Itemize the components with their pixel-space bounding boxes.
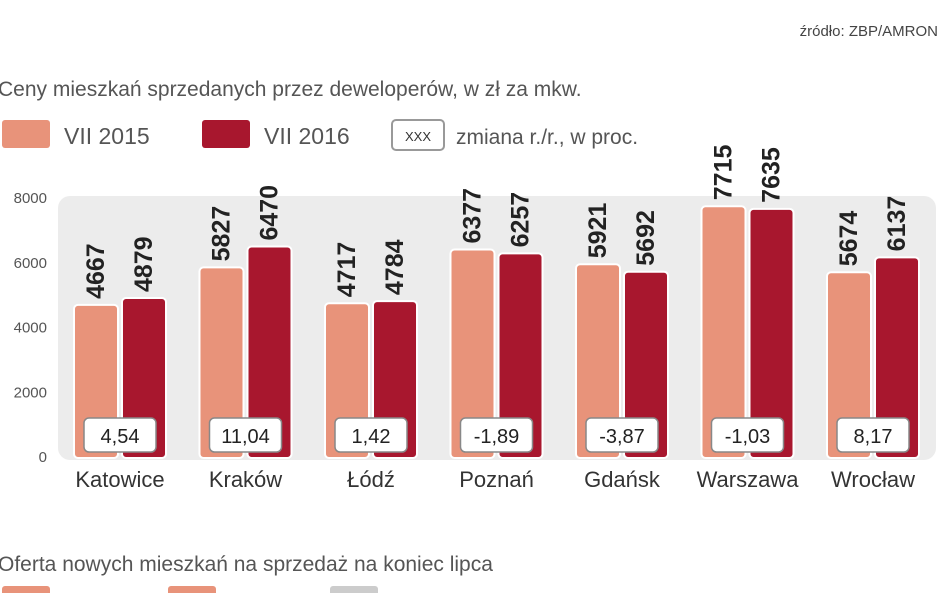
change-value: -3,87 — [599, 426, 645, 448]
bar-2015 — [198, 266, 245, 459]
change-box — [459, 417, 534, 453]
change-value: 4,54 — [101, 426, 140, 448]
next-legend-swatch-1 — [2, 586, 50, 593]
category-label: Gdańsk — [584, 467, 661, 492]
bar-value-label: 6377 — [459, 188, 487, 244]
change-value: -1,03 — [725, 426, 771, 448]
legend-change-box-text: XXX — [405, 129, 431, 144]
category-label: Kraków — [209, 467, 282, 492]
change-box — [83, 417, 157, 453]
legend-label-2015: VII 2015 — [64, 123, 150, 149]
category-label: Poznań — [459, 467, 534, 492]
category-label: Wrocław — [831, 467, 915, 492]
bar-2015 — [826, 271, 872, 460]
change-box — [710, 417, 785, 453]
y-axis: 0 2000 4000 6000 8000 — [14, 190, 47, 466]
bar-value-label: 5921 — [584, 203, 612, 259]
change-box — [334, 417, 408, 453]
legend: VII 2015 VII 2016 XXX zmiana r./r., w pr… — [2, 119, 638, 151]
bar-2016 — [623, 270, 669, 459]
y-tick-label: 2000 — [14, 384, 47, 401]
change-value: 11,04 — [221, 426, 270, 448]
source-note: źródło: ZBP/AMRON — [800, 23, 938, 40]
next-legend-swatch-2 — [168, 586, 216, 593]
bar-2016 — [246, 245, 293, 459]
change-box — [836, 417, 910, 453]
bar-value-label: 4879 — [130, 236, 158, 292]
bar-2016 — [874, 256, 920, 460]
bar-value-label: 4667 — [82, 243, 110, 299]
category-label: Warszawa — [697, 467, 800, 492]
bar-value-label: 7715 — [710, 145, 738, 201]
category-label: Katowice — [75, 467, 164, 492]
bar-2015 — [700, 205, 747, 459]
bar-value-label: 7635 — [758, 147, 786, 203]
legend-swatch-2015 — [2, 120, 50, 148]
bar-value-label: 5827 — [208, 206, 236, 262]
next-section-title: Oferta nowych mieszkań na sprzedaż na ko… — [0, 553, 493, 576]
bar-value-label: 6257 — [507, 192, 535, 248]
next-legend-swatch-3 — [330, 586, 378, 593]
bar-value-label: 5692 — [632, 210, 660, 266]
legend-swatch-2016 — [202, 120, 250, 148]
category-label: Łódź — [347, 467, 395, 492]
bar-value-label: 6137 — [883, 196, 911, 252]
bar-2016 — [497, 252, 544, 459]
bar-value-label: 5674 — [835, 211, 863, 267]
legend-change-label: zmiana r./r., w proc. — [456, 126, 638, 149]
bars: 4667 4879 4,54 Katowice 5827 6470 11,04 Kraków 4… — [73, 145, 920, 492]
bar-2015 — [449, 248, 496, 459]
y-tick-label: 0 — [39, 449, 47, 466]
bar-value-label: 6470 — [256, 185, 284, 241]
bar-value-label: 4717 — [333, 242, 361, 298]
legend-label-2016: VII 2016 — [264, 123, 350, 149]
change-box — [585, 417, 659, 453]
y-tick-label: 8000 — [14, 190, 47, 207]
change-value: 1,42 — [352, 426, 391, 448]
change-value: -1,89 — [474, 426, 520, 448]
y-tick-label: 6000 — [14, 255, 47, 272]
change-value: 8,17 — [854, 426, 893, 448]
chart-title: Ceny mieszkań sprzedanych przez dewelope… — [0, 78, 582, 101]
y-tick-label: 4000 — [14, 320, 47, 337]
bar-2016 — [748, 207, 795, 459]
bar-2015 — [575, 263, 621, 459]
bar-value-label: 4784 — [381, 239, 409, 295]
legend-change-box — [391, 119, 445, 151]
change-box — [208, 417, 283, 453]
